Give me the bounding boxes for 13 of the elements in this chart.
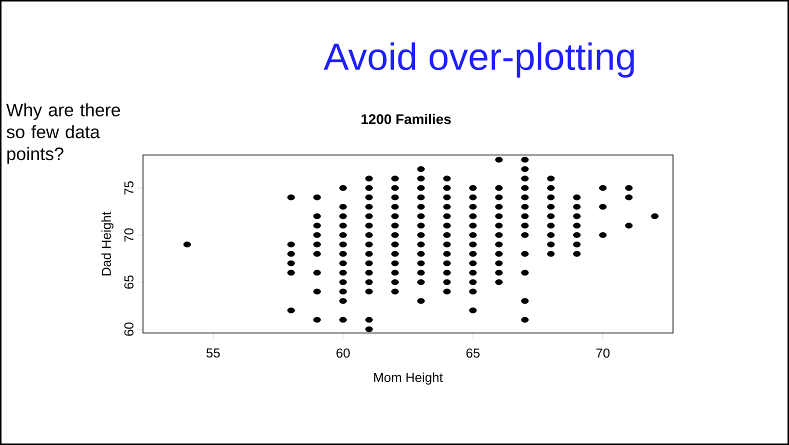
x-tick-label: 60 (336, 348, 350, 358)
x-axis-title: Mom Height (374, 372, 443, 385)
x-tick-label: 70 (596, 348, 610, 358)
y-tick-label: 70 (124, 228, 134, 242)
y-tick-label: 75 (124, 181, 134, 194)
x-tick-label: 55 (206, 348, 220, 358)
y-axis-title: Dad Height (101, 212, 114, 276)
chart-title: Avoid over-plotting (324, 42, 634, 78)
x-tick-label: 65 (466, 348, 480, 358)
y-tick-label: 65 (124, 275, 134, 289)
chart-subtitle: 1200 Families (362, 114, 451, 124)
y-tick-label: 60 (124, 322, 134, 336)
text: Why are there so few data points? (6, 103, 120, 164)
